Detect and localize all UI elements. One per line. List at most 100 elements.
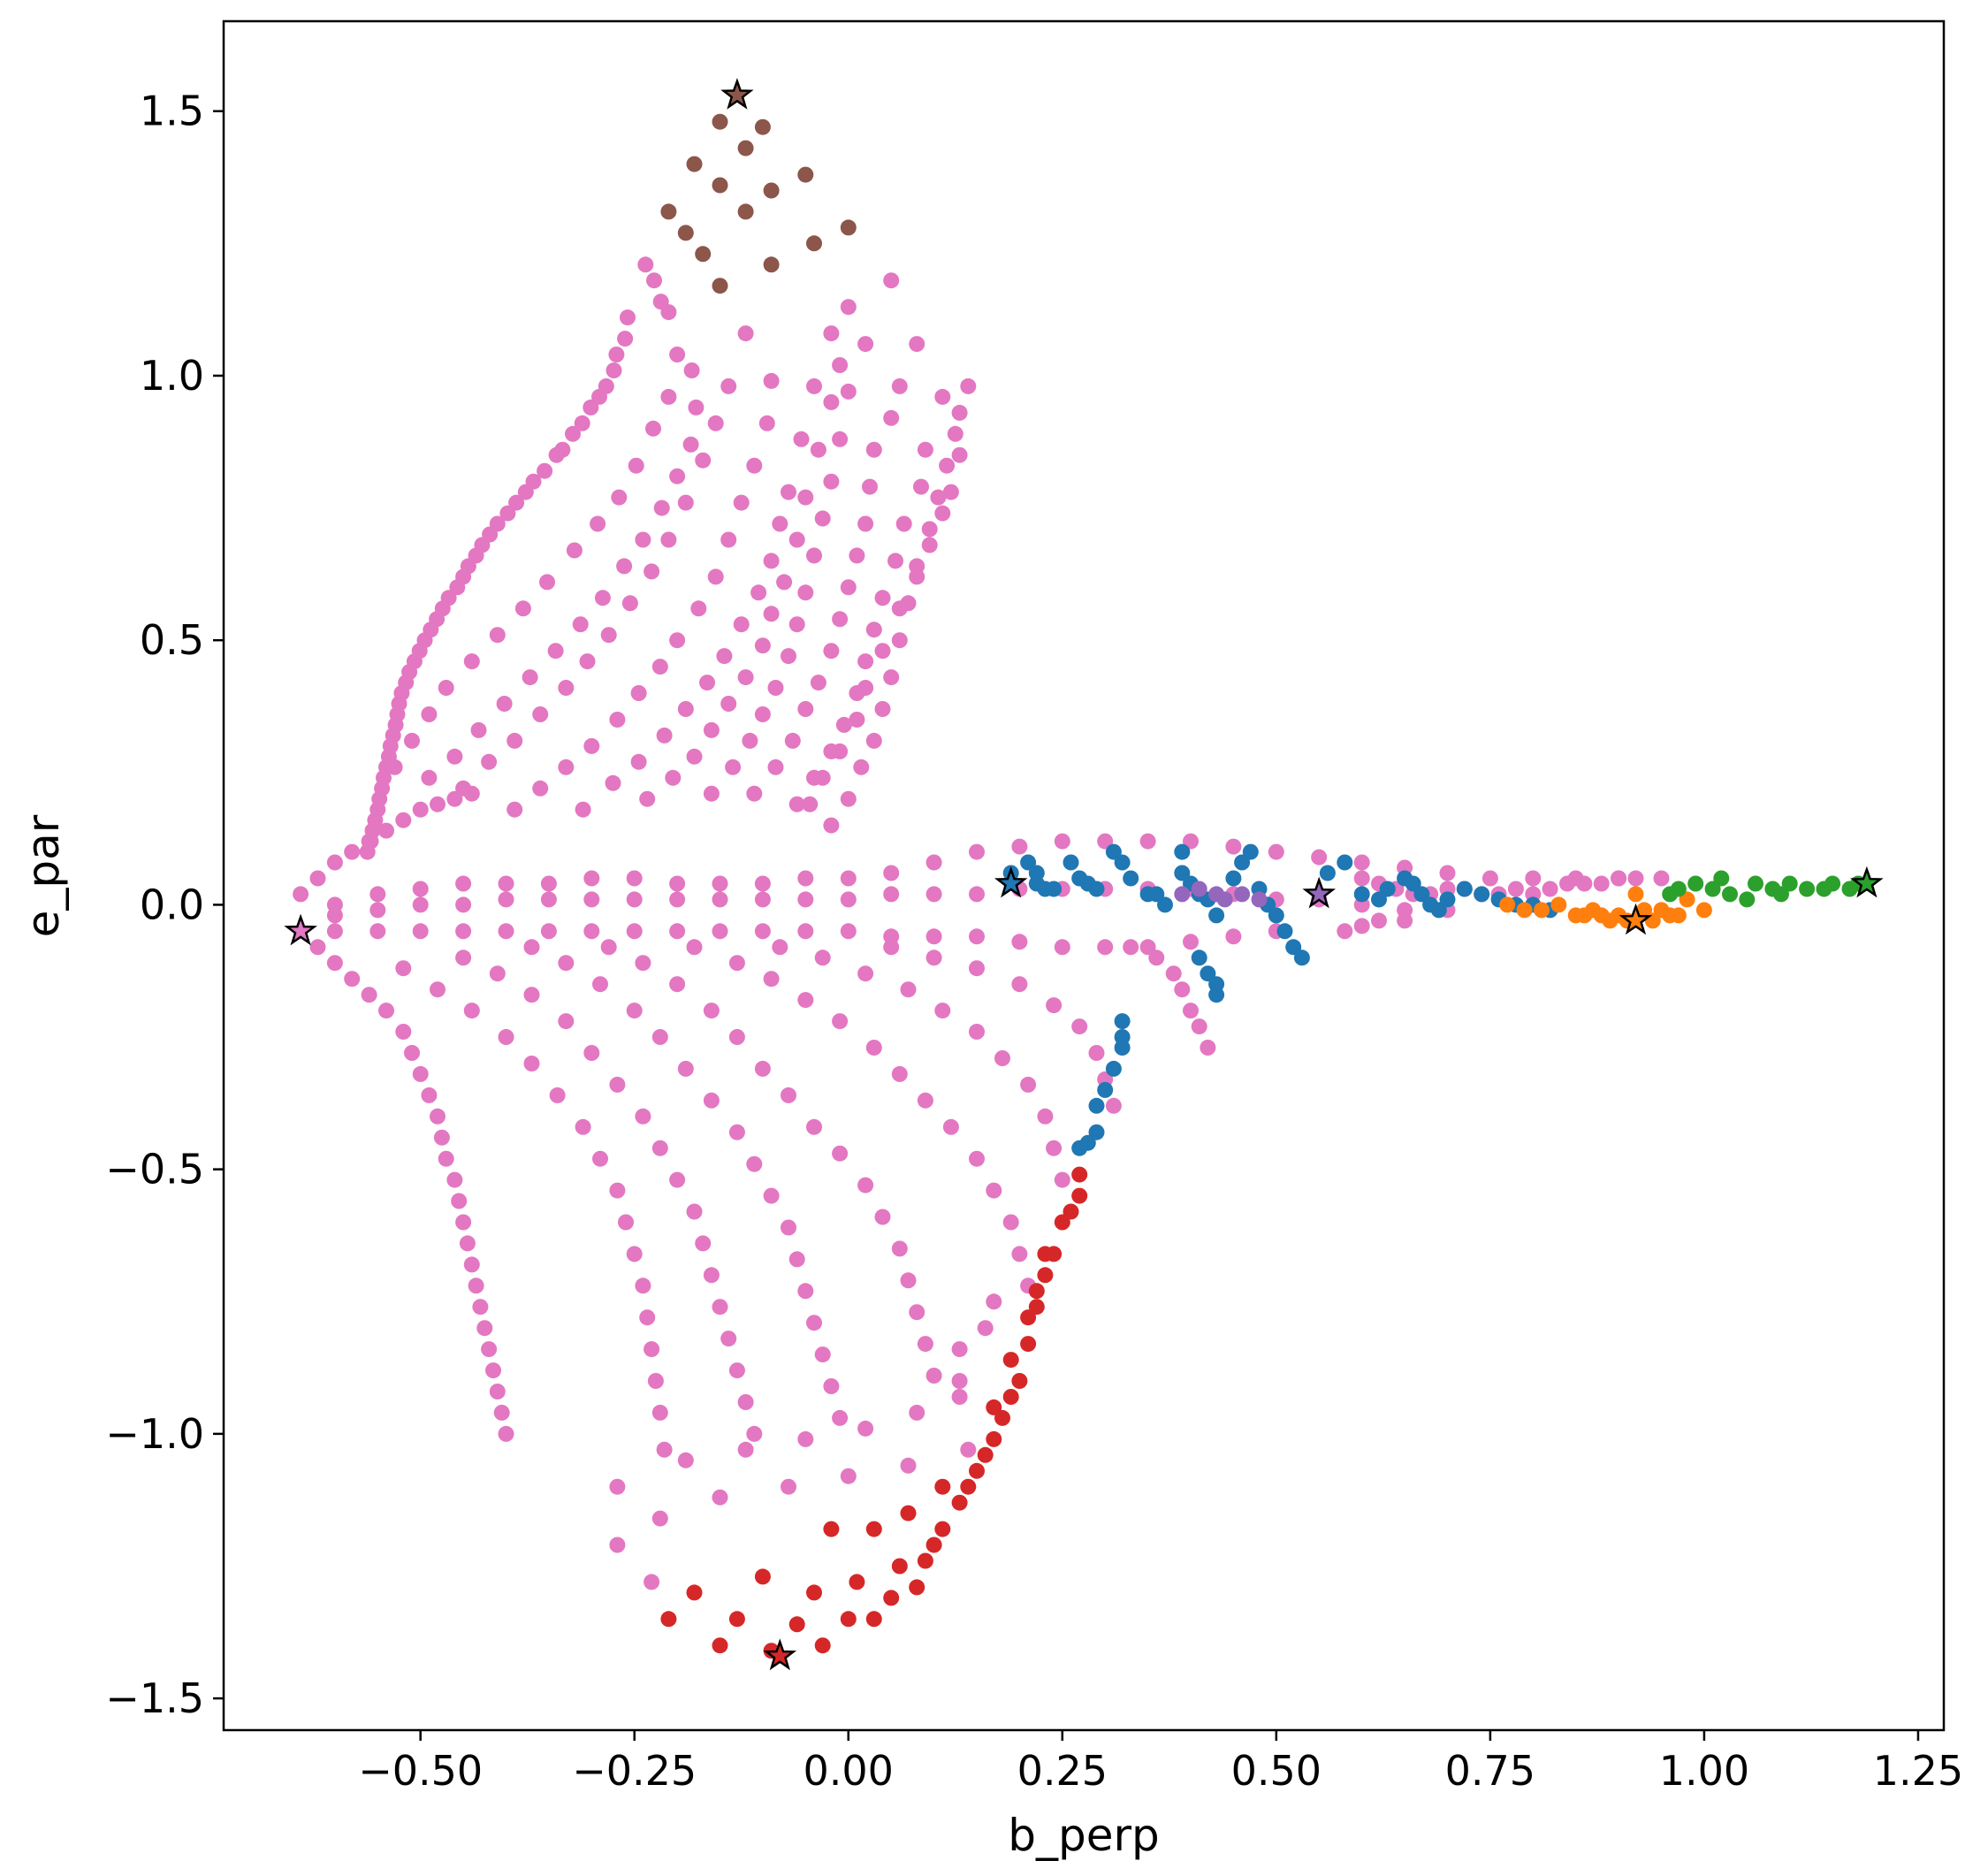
scatter-point: [583, 870, 600, 887]
scatter-point: [1088, 1045, 1105, 1061]
scatter-point: [832, 357, 849, 373]
y-tick-label: 0.0: [140, 881, 204, 928]
scatter-point: [644, 1341, 660, 1358]
scatter-point: [1063, 854, 1079, 871]
scatter-point: [1824, 875, 1841, 892]
scatter-point: [1002, 1389, 1019, 1405]
scatter-point: [609, 1537, 626, 1553]
scatter-point: [378, 822, 394, 839]
scatter-point: [900, 1457, 917, 1474]
scatter-point: [835, 716, 852, 733]
scatter-point: [630, 753, 647, 770]
scatter-point: [857, 515, 874, 532]
scatter-point: [840, 383, 857, 400]
scatter-point: [421, 1087, 438, 1103]
scatter-point: [806, 377, 822, 394]
scatter-point: [986, 1430, 1002, 1447]
scatter-point: [703, 1092, 720, 1109]
scatter-point: [523, 987, 540, 1003]
scatter-point: [1183, 934, 1199, 950]
scatter-point: [344, 971, 361, 988]
scatter-point: [644, 563, 660, 580]
scatter-point: [540, 875, 557, 892]
scatter-point: [369, 902, 386, 919]
scatter-point: [832, 1013, 849, 1030]
scatter-point: [412, 896, 429, 913]
scatter-point: [737, 140, 754, 156]
scatter-point: [763, 606, 780, 622]
scatter-point: [917, 1552, 933, 1569]
scatter-point: [493, 1404, 510, 1421]
scatter-point: [823, 1378, 840, 1394]
scatter-point: [412, 801, 429, 818]
scatter-point: [857, 1177, 874, 1193]
scatter-point: [626, 891, 643, 908]
scatter-point: [1251, 891, 1268, 908]
scatter-point: [1063, 1203, 1079, 1220]
scatter-point: [763, 256, 780, 273]
scatter-point: [645, 420, 661, 437]
scatter-point: [737, 325, 754, 342]
scatter-point: [1002, 1352, 1019, 1369]
scatter-point: [951, 1389, 968, 1405]
scatter-point: [728, 1029, 745, 1045]
scatter-point: [609, 1182, 626, 1199]
scatter-point: [583, 891, 600, 908]
scatter-point: [616, 558, 633, 575]
scatter-point: [463, 653, 480, 670]
scatter-point: [499, 505, 516, 522]
scatter-point: [930, 489, 947, 506]
scatter-point: [412, 1065, 429, 1082]
scatter-point: [621, 595, 638, 612]
scatter-point: [750, 584, 767, 601]
scatter-point: [853, 759, 870, 775]
scatter-point: [883, 1590, 900, 1606]
scatter-point: [994, 1050, 1010, 1066]
scatter-point: [883, 272, 900, 289]
scatter-point: [326, 854, 343, 871]
scatter-point: [823, 817, 840, 834]
scatter-point: [656, 1441, 673, 1458]
scatter-point: [1371, 891, 1387, 908]
scatter-point: [840, 1468, 857, 1484]
scatter-point: [592, 1150, 608, 1167]
scatter-point: [404, 1045, 420, 1061]
scatter-point: [1636, 902, 1653, 919]
scatter-point: [793, 431, 810, 447]
scatter-point: [669, 1171, 686, 1188]
scatter-point: [463, 785, 480, 802]
scatter-point: [523, 1056, 540, 1071]
star-marker: [1850, 866, 1884, 898]
scatter-point: [934, 1521, 951, 1537]
scatter-point: [862, 478, 878, 495]
scatter-point: [977, 1446, 994, 1463]
scatter-point: [635, 955, 651, 972]
y-axis-ticks: 1.5 1.0 0.5 0.0 −0.5 −1.0 −1.5: [105, 88, 224, 1722]
scatter-point: [951, 1494, 968, 1511]
scatter-point: [665, 769, 682, 786]
scatter-point: [695, 452, 712, 469]
scatter-point: [728, 955, 745, 972]
scatter-point: [797, 701, 814, 717]
scatter-point: [806, 235, 822, 252]
scatter-point: [1114, 1013, 1131, 1030]
scatter-point: [797, 992, 814, 1009]
scatter-point: [686, 1584, 703, 1601]
scatter-point: [386, 759, 403, 775]
scatter-point: [522, 669, 538, 686]
x-tick-label: 0.50: [1231, 1747, 1322, 1795]
scatter-point: [514, 600, 531, 617]
scatter-point: [772, 515, 788, 532]
x-axis-ticks: −0.50 −0.25 0.00 0.25 0.50 0.75 1.00 1.25: [358, 1730, 1963, 1795]
scatter-point: [682, 436, 699, 453]
scatter-point: [1337, 923, 1353, 940]
scatter-point: [865, 1611, 882, 1628]
x-tick-label: 1.25: [1873, 1747, 1963, 1795]
scatter-point: [865, 622, 882, 638]
scatter-point: [814, 949, 831, 966]
scatter-point: [840, 790, 857, 807]
scatter-point: [969, 1150, 985, 1167]
scatter-point: [814, 769, 831, 786]
scatter-point: [660, 531, 677, 548]
scatter-point: [532, 780, 549, 797]
